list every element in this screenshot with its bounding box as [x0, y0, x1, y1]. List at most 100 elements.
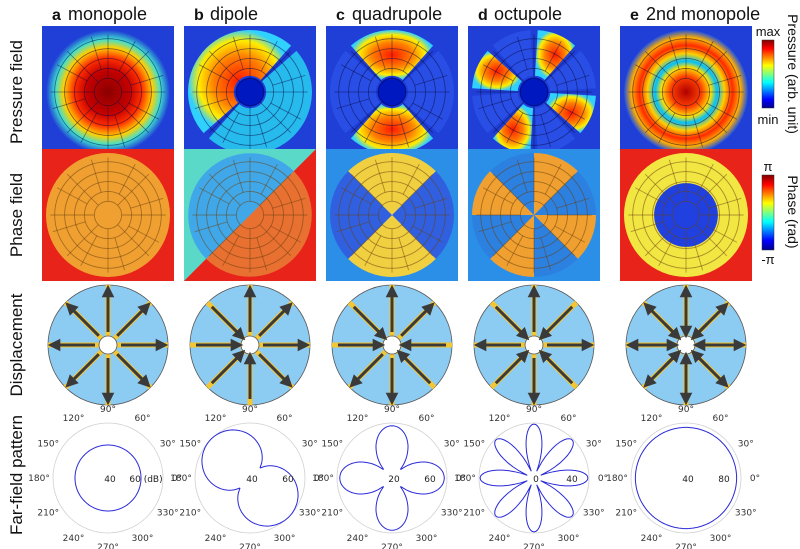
polar-angle-label: 210°	[37, 509, 59, 519]
polar-angle-label: 90°	[242, 405, 258, 415]
polar-angle-label: 240°	[205, 534, 227, 544]
farfield-panel-c: 0° 30° 60° 90° 120° 150° 180° 210° 240° 270° 300° 3…	[312, 405, 466, 549]
displacement-panel-a	[47, 284, 169, 406]
farfield-panel-a: 0° 30° 60° 90° 120° 150° 180° 210° 240° 270° 300° 3…	[28, 405, 182, 549]
polar-angle-label: 180°	[170, 474, 192, 484]
polar-angle-label: 0°	[750, 474, 760, 484]
phase-colorbar-min: -π	[761, 252, 774, 267]
polar-angle-label: 330°	[299, 509, 321, 519]
pressure-colorbar-title: Pressure (arb. unit)	[785, 14, 800, 134]
farfield-curve	[634, 426, 738, 530]
polar-angle-label: 270°	[97, 543, 119, 549]
polar-angle-label: 150°	[321, 440, 343, 450]
panel-grid: 0° 30° 60° 90° 120° 150° 180° 210° 240° 270° 300° 3…	[28, 26, 760, 549]
polar-angle-label: 60°	[277, 414, 293, 424]
phase-panel-a	[42, 149, 174, 281]
pressure-colorbar-min: min	[758, 112, 779, 127]
polar-angle-label: 60°	[561, 414, 577, 424]
polar-angle-label: 270°	[381, 543, 403, 549]
radial-label-outer: 40	[566, 475, 578, 485]
polar-angle-label: 300°	[132, 534, 154, 544]
column-letter-b: b	[194, 7, 204, 24]
polar-angle-label: 210°	[321, 509, 343, 519]
row-label-phase: Phase field	[7, 173, 26, 257]
polar-angle-label: 90°	[100, 405, 116, 415]
polar-angle-label: 240°	[63, 534, 85, 544]
polar-angle-label: 30°	[586, 440, 602, 450]
farfield-panel-d: 0° 30° 60° 90° 120° 150° 180° 210° 240° 270° 300° 3…	[454, 405, 608, 549]
polar-angle-label: 150°	[463, 440, 485, 450]
polar-angle-label: 60°	[135, 414, 151, 424]
polar-angle-label: 120°	[347, 414, 369, 424]
row-label-pressure: Pressure field	[7, 40, 26, 144]
phase-panel-b	[184, 149, 316, 281]
polar-angle-label: 180°	[454, 474, 476, 484]
pressure-colorbar-max: max	[756, 24, 781, 39]
polar-angle-label: 90°	[678, 405, 694, 415]
polar-angle-label: 0°	[172, 474, 182, 484]
pressure-panel-c	[326, 26, 458, 158]
polar-angle-label: 90°	[526, 405, 542, 415]
radial-label-outer: 60	[282, 475, 294, 485]
polar-angle-label: 120°	[489, 414, 511, 424]
radial-label-inner: 40	[104, 475, 116, 485]
polar-angle-label: 180°	[606, 474, 628, 484]
polar-angle-label: 330°	[735, 509, 757, 519]
radial-label-inner: 20	[388, 475, 400, 485]
polar-angle-label: 300°	[416, 534, 438, 544]
pressure-panel-a	[42, 26, 174, 158]
radial-label-outer: 80	[718, 475, 730, 485]
polar-angle-label: 120°	[205, 414, 227, 424]
displacement-panel-b	[189, 284, 311, 406]
polar-angle-label: 120°	[63, 414, 85, 424]
column-title-e: 2nd monopole	[646, 4, 760, 24]
polar-angle-label: 270°	[523, 543, 545, 549]
displacement-panel-d	[473, 284, 595, 406]
polar-angle-label: 210°	[179, 509, 201, 519]
polar-angle-label: 30°	[302, 440, 318, 450]
polar-angle-label: 180°	[28, 474, 50, 484]
farfield-curve	[479, 423, 589, 533]
polar-angle-label: 30°	[444, 440, 460, 450]
radial-label-outer: 60	[424, 475, 436, 485]
farfield-panel-b: 0° 30° 60° 90° 120° 150° 180° 210° 240° 270° 300° 3…	[170, 405, 324, 549]
pressure-panel-d	[468, 26, 600, 158]
radial-label-outer: 60 (dB)	[129, 475, 162, 485]
polar-angle-label: 150°	[615, 440, 637, 450]
polar-angle-label: 300°	[274, 534, 296, 544]
polar-angle-label: 90°	[384, 405, 400, 415]
pressure-colorbar: max min Pressure (arb. unit)	[756, 14, 800, 134]
radial-label-inner: 40	[682, 475, 694, 485]
polar-angle-label: 270°	[675, 543, 697, 549]
displacement-panel-e	[625, 284, 747, 406]
polar-angle-label: 60°	[419, 414, 435, 424]
column-title-a: monopole	[68, 4, 147, 24]
polar-angle-label: 0°	[314, 474, 324, 484]
column-headers: a monopole b dipole c quadrupole d octupole e 2nd…	[52, 4, 760, 24]
displacement-panel-c	[331, 284, 453, 406]
polar-angle-label: 120°	[641, 414, 663, 424]
phase-colorbar-title: Phase (rad)	[785, 175, 800, 248]
polar-angle-label: 240°	[641, 534, 663, 544]
polar-angle-label: 150°	[37, 440, 59, 450]
column-letter-d: d	[478, 7, 488, 24]
row-label-farfield: Far-field pattern	[7, 415, 26, 535]
pressure-panel-e	[620, 26, 752, 158]
polar-angle-label: 30°	[738, 440, 754, 450]
phase-colorbar-max: π	[764, 159, 773, 174]
phase-panel-c	[326, 149, 458, 281]
phase-panel-e	[620, 149, 752, 281]
column-letter-c: c	[336, 7, 345, 24]
column-title-d: octupole	[494, 4, 562, 24]
farfield-curve	[339, 425, 445, 531]
polar-angle-label: 210°	[615, 509, 637, 519]
farfield-panel-e: 0° 30° 60° 90° 120° 150° 180° 210° 240° 270° 300° 3…	[606, 405, 760, 549]
polar-angle-label: 210°	[463, 509, 485, 519]
phase-panel-d	[468, 149, 600, 281]
polar-angle-label: 300°	[710, 534, 732, 544]
phase-colorbar: π -π Phase (rad)	[761, 159, 800, 267]
polar-angle-label: 330°	[583, 509, 605, 519]
radial-label-inner: 0	[533, 475, 539, 485]
polar-angle-label: 0°	[598, 474, 608, 484]
